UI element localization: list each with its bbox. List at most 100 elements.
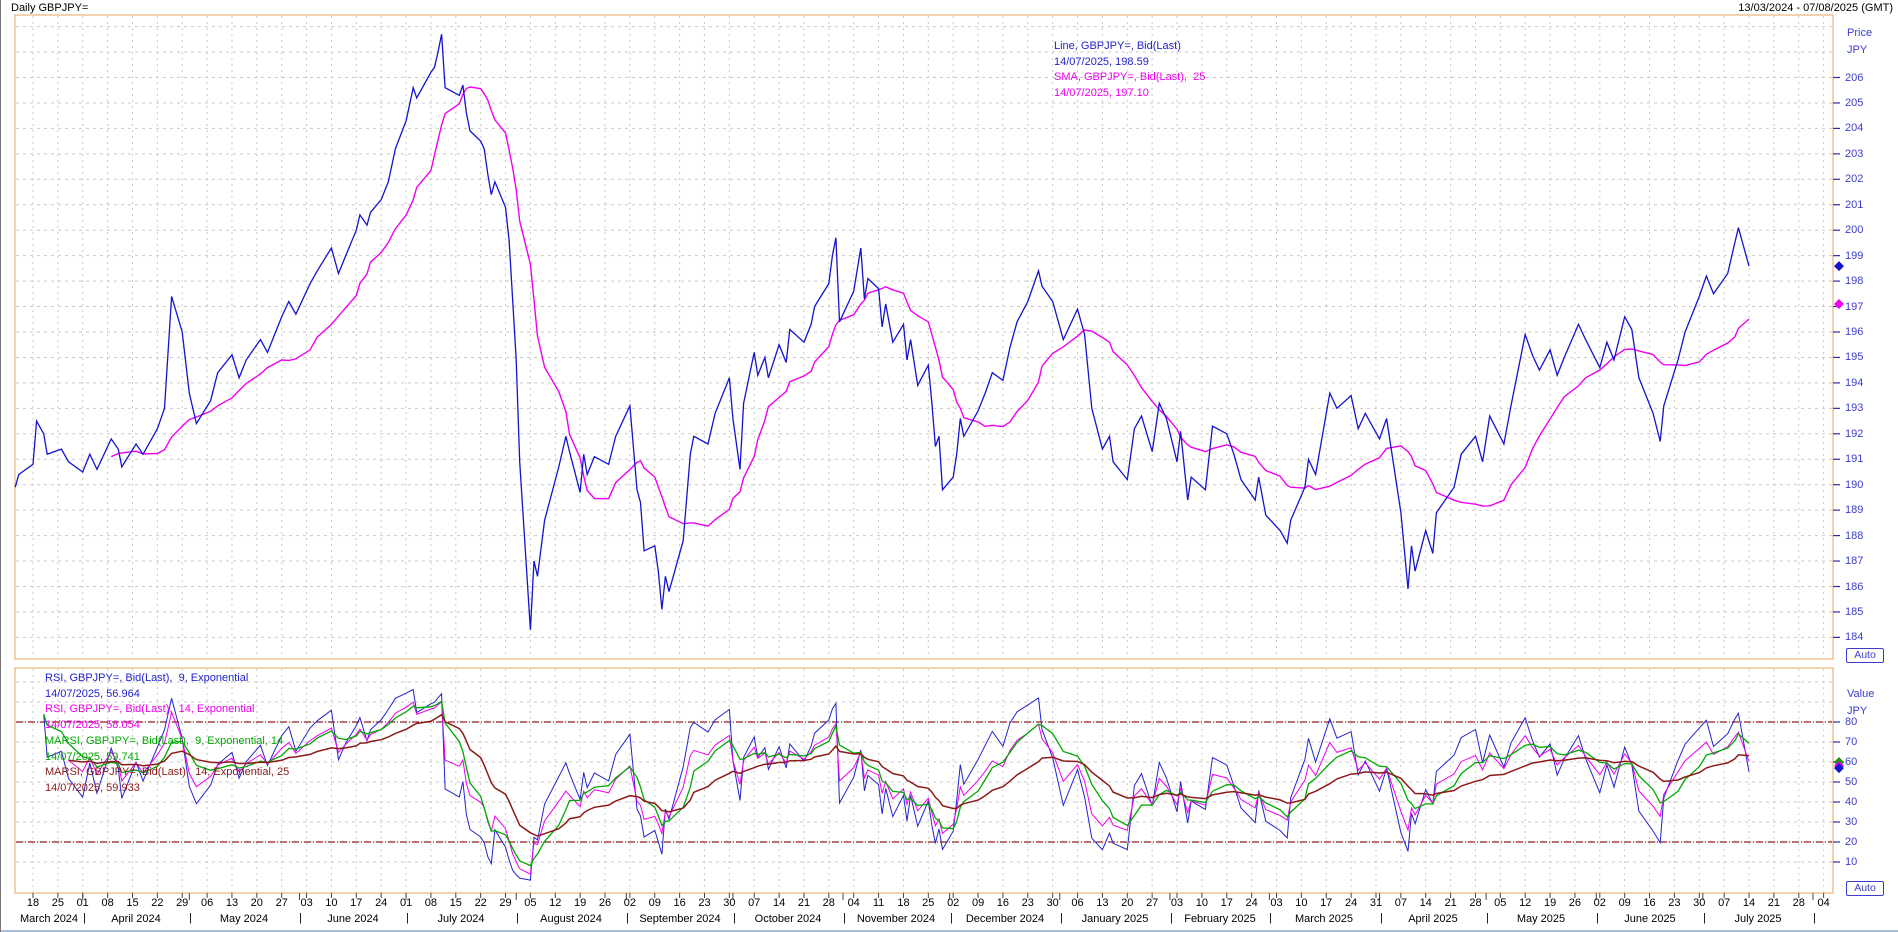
marsi9-line [43, 700, 1750, 867]
date-tick-label: 09 [971, 897, 985, 909]
date-tick-label: 07 [1394, 897, 1408, 909]
date-tick-label: 15 [449, 897, 462, 909]
indicator-legend-row[interactable]: RSI, GBPJPY=, Bid(Last), 14, Exponential [45, 703, 255, 716]
price-axis-label: 196 [1845, 326, 1864, 338]
rsi9-line [43, 688, 1750, 881]
date-tick-label: 28 [822, 897, 835, 909]
price-axis-label: 203 [1845, 148, 1864, 160]
date-tick-label: 17 [350, 897, 363, 909]
date-tick-label: 23 [1668, 897, 1681, 909]
price-axis-label: 205 [1845, 97, 1864, 109]
month-divider: | [733, 912, 736, 924]
date-tick-label: 04 [1817, 897, 1830, 909]
month-divider: | [626, 912, 629, 924]
price-axis-label: 190 [1845, 479, 1864, 491]
date-tick-label: 14 [1419, 897, 1432, 909]
indicator-legend-row[interactable]: 14/07/2025, 59.933 [45, 781, 140, 794]
date-tick-label: 29 [499, 897, 512, 909]
 [111, 87, 1749, 526]
date-tick-label: 21 [797, 897, 811, 909]
date-tick-label: 07 [748, 897, 761, 909]
month-label: May 2024 [219, 913, 269, 925]
date-tick-label: 03 [1170, 897, 1184, 909]
month-divider: | [843, 912, 846, 924]
date-tick-label: 24 [1344, 897, 1358, 909]
date-tick-label: 09 [1618, 897, 1631, 909]
date-tick-label: 24 [1245, 897, 1258, 909]
date-tick-label: 05 [1494, 897, 1507, 909]
value-axis-label: 80 [1845, 716, 1858, 728]
price-legend-row[interactable]: 14/07/2025, 197.10 [1054, 86, 1149, 99]
price-axis-label: 189 [1845, 504, 1864, 516]
sma-line [110, 86, 1750, 527]
price-legend-row[interactable]: 14/07/2025, 198.59 [1054, 55, 1149, 68]
price-axis-label: 184 [1845, 631, 1864, 643]
month-label: October 2024 [754, 913, 822, 925]
month-label: February 2025 [1184, 913, 1256, 925]
date-tick-label: 08 [424, 897, 438, 909]
price-axis-label: 192 [1845, 428, 1864, 440]
price-axis-label: 186 [1845, 581, 1864, 593]
date-tick-label: 21 [1767, 897, 1781, 909]
date-tick-label: 16 [673, 897, 686, 909]
date-tick-label: 27 [1146, 897, 1159, 909]
month-divider: | [1380, 912, 1383, 924]
price-legend-row[interactable]: SMA, GBPJPY=, Bid(Last), 25 [1054, 71, 1206, 83]
marsi14-line [68, 713, 1750, 837]
month-label: September 2024 [639, 913, 721, 925]
indicator-legend-row[interactable]: 14/07/2025, 59.741 [45, 750, 140, 763]
month-divider: | [950, 912, 953, 924]
value-last-marker [1834, 763, 1844, 774]
date-tick-label: 30 [723, 897, 736, 909]
date-tick-label: 04 [847, 897, 860, 909]
panel-border [14, 667, 1834, 894]
price-axis-label: 204 [1845, 122, 1864, 134]
indicator-legend-row[interactable]: RSI, GBPJPY=, Bid(Last), 9, Exponential [45, 672, 249, 684]
date-tick-label: 18 [26, 897, 40, 909]
date-tick-label: 11 [872, 897, 885, 909]
value-axis-label: 30 [1845, 816, 1858, 828]
date-tick-label: 19 [1543, 897, 1557, 909]
indicator-legend-row[interactable]: MARSI, GBPJPY=, Bid(Last), 14, Exponenti… [45, 766, 290, 779]
date-tick-label: 01 [76, 897, 89, 909]
date-tick-label: 02 [947, 897, 960, 909]
month-divider: | [189, 912, 192, 924]
month-label: December 2024 [965, 913, 1045, 925]
value-axis-label: 60 [1845, 756, 1858, 768]
month-label: November 2024 [856, 913, 936, 925]
date-tick-label: 30 [1693, 897, 1706, 909]
indicator-legend-row[interactable]: 14/07/2025, 58.054 [45, 719, 140, 732]
price-axis-auto-button[interactable]: Auto [1846, 648, 1884, 663]
date-tick-label: 28 [1792, 897, 1805, 909]
date-tick-label: 22 [474, 897, 487, 909]
date-tick-label: 01 [399, 897, 413, 909]
month-divider: | [1703, 912, 1706, 924]
month-label: July 2024 [437, 913, 485, 925]
month-divider: | [83, 912, 86, 924]
indicator-legend-row[interactable]: 14/07/2025, 56.964 [45, 687, 140, 700]
date-tick-label: 16 [1643, 897, 1656, 909]
date-tick-label: 28 [1469, 897, 1482, 909]
value-axis-unit: JPY [1847, 705, 1868, 717]
price-axis-label: 202 [1845, 173, 1864, 185]
chart-title: Daily GBPJPY= [11, 2, 89, 14]
date-tick-label: 02 [1593, 897, 1606, 909]
value-axis-label: 40 [1845, 796, 1858, 808]
date-tick-label: 13 [1096, 897, 1109, 909]
price-axis-title: Price [1847, 27, 1873, 39]
date-tick-label: 06 [1071, 897, 1084, 909]
value-axis-auto-button[interactable]: Auto [1846, 881, 1884, 896]
price-axis-label: 199 [1845, 250, 1864, 262]
month-label: April 2024 [111, 913, 161, 925]
indicator-legend-row[interactable]: MARSI, GBPJPY=, Bid(Last), 9, Exponentia… [45, 734, 284, 747]
value-axis-label: 20 [1845, 836, 1858, 848]
date-range: 13/03/2024 - 07/08/2025 (GMT) [1738, 2, 1893, 14]
month-label: August 2024 [540, 913, 602, 925]
date-tick-label: 17 [1320, 897, 1333, 909]
price-axis-label: 188 [1845, 530, 1864, 542]
price-legend-row[interactable]: Line, GBPJPY=, Bid(Last) [1054, 40, 1181, 52]
price-axis-label: 185 [1845, 606, 1864, 618]
month-divider: | [406, 912, 409, 924]
